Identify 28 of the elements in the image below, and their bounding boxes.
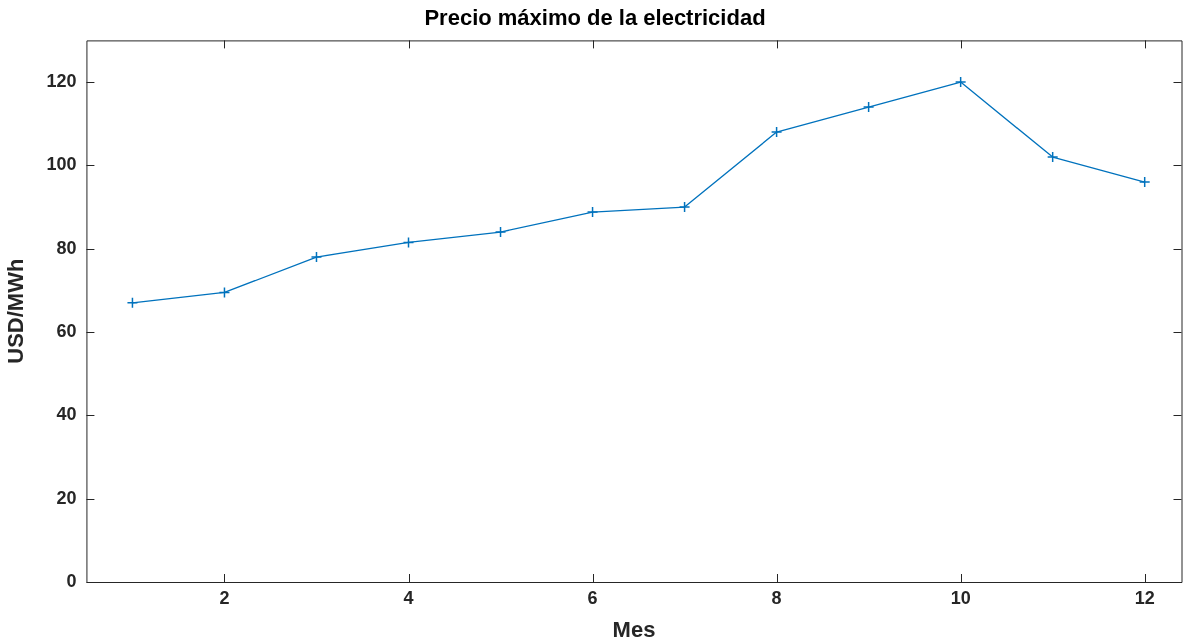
y-tick-label: 60 xyxy=(56,321,77,341)
point xyxy=(1138,176,1151,188)
y-tick-label: 100 xyxy=(46,154,77,175)
x-tick-label: 2 xyxy=(219,587,230,608)
y-tick-label: 40 xyxy=(56,404,77,425)
y-tick-label: 0 xyxy=(66,570,77,591)
x-tick-label: 4 xyxy=(403,587,414,608)
x-tick-label: 8 xyxy=(771,587,782,608)
point xyxy=(1046,151,1059,163)
point xyxy=(586,206,599,218)
point xyxy=(402,236,415,249)
y-tick-label: 80 xyxy=(56,237,77,258)
point xyxy=(126,297,139,309)
point xyxy=(218,286,231,299)
chart-title: Precio máximo de la electricidad xyxy=(424,5,766,31)
x-tick-label: 12 xyxy=(1134,587,1155,608)
point xyxy=(862,101,875,113)
point xyxy=(770,126,783,138)
y-tick-label: 20 xyxy=(56,487,77,508)
x-axis-title: Mes xyxy=(612,616,656,642)
y-tick-label: 120 xyxy=(46,71,77,92)
point xyxy=(310,251,323,263)
x-tick-label: 6 xyxy=(587,587,598,608)
x-tick-label: 10 xyxy=(950,587,971,608)
point xyxy=(494,226,507,238)
point xyxy=(954,76,967,88)
y-axis-title: USD/MWh xyxy=(3,258,29,364)
point xyxy=(678,201,691,213)
